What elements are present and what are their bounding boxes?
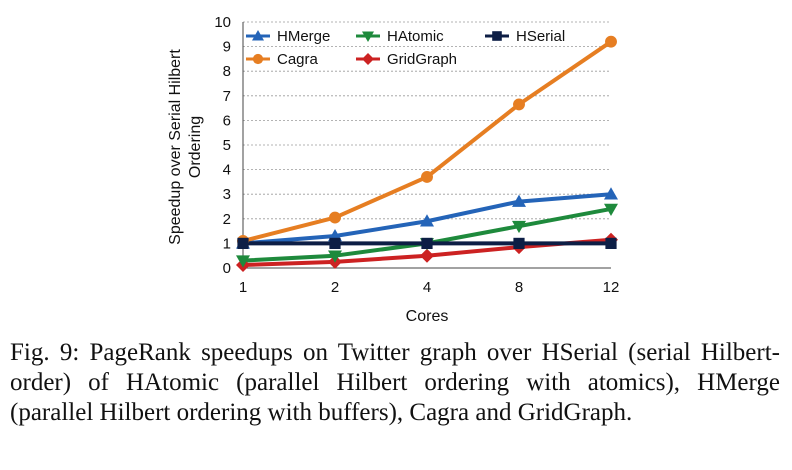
y-tick-label-5: 5	[223, 137, 231, 154]
x-tick-label-12: 12	[603, 279, 620, 296]
y-tick-label-2: 2	[223, 211, 231, 228]
data-point-cagra-4	[421, 171, 433, 183]
data-point-hatomic-1	[236, 255, 250, 268]
legend-label-gridgraph: GridGraph	[387, 51, 457, 68]
y-tick-label-0: 0	[223, 260, 231, 277]
legend-marker-hatomic	[362, 31, 374, 42]
data-point-cagra-12	[605, 35, 617, 48]
legend-label-hatomic: HAtomic	[387, 28, 444, 45]
data-point-hserial-12	[605, 237, 617, 249]
data-point-cagra-8	[513, 98, 525, 111]
x-tick-labels: 1 2 4 8 12	[239, 279, 620, 296]
y-axis-label-line-1: Speedup over Serial Hilbert	[167, 49, 184, 245]
data-point-gridgraph-4	[420, 248, 434, 263]
data-point-hatomic-8	[512, 220, 526, 234]
series-lines	[241, 39, 613, 268]
legend-marker-hmerge	[252, 30, 264, 41]
legend-label-hmerge: HMerge	[277, 28, 330, 45]
data-point-hserial-2	[329, 237, 341, 249]
legend-marker-hserial	[492, 31, 502, 41]
x-tick-label-2: 2	[331, 279, 339, 296]
x-axis-label: Cores	[406, 308, 449, 325]
legend-label-cagra: Cagra	[277, 51, 319, 68]
axes	[242, 22, 611, 269]
x-tick-label-8: 8	[515, 279, 523, 296]
legend-marker-cagra	[252, 53, 264, 65]
data-point-cagra-2	[329, 211, 341, 224]
figure-caption: Fig. 9: PageRank speedups on Twitter gra…	[10, 339, 780, 426]
y-tick-label-7: 7	[223, 88, 231, 105]
series-markers	[236, 35, 618, 273]
data-point-hmerge-12	[604, 187, 618, 200]
data-point-hatomic-2	[328, 250, 342, 263]
y-tick-label-3: 3	[223, 186, 231, 203]
data-point-hmerge-4	[420, 214, 434, 227]
x-tick-label-1: 1	[239, 279, 247, 296]
y-tick-label-9: 9	[223, 39, 231, 56]
y-tick-label-8: 8	[223, 63, 231, 80]
x-tick-label-4: 4	[423, 279, 431, 296]
data-point-hatomic-12	[604, 203, 618, 216]
y-tick-label-6: 6	[223, 112, 231, 129]
y-axis-label-line-2: Ordering	[187, 116, 204, 178]
legend: HMerge HAtomic HSerial Cagra GridGraph	[246, 28, 565, 68]
y-tick-label-4: 4	[223, 162, 231, 179]
y-tick-labels: 0 1 2 3 4 5 6 7 8 9 10	[214, 14, 231, 277]
data-point-hserial-1	[237, 237, 249, 249]
legend-marker-gridgraph	[362, 53, 374, 65]
data-point-hmerge-8	[512, 194, 526, 207]
legend-label-hserial: HSerial	[516, 28, 565, 45]
y-tick-label-1: 1	[223, 235, 231, 252]
data-point-hserial-8	[513, 237, 525, 249]
y-tick-label-10: 10	[214, 14, 231, 31]
data-point-hserial-4	[421, 237, 433, 249]
